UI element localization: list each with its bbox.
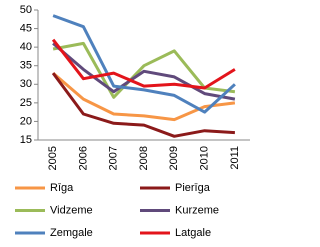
series-line — [52, 42, 236, 101]
legend-label: Pierīga — [175, 182, 211, 194]
legend-label: Rīga — [50, 182, 74, 194]
y-tick-label: 20 — [20, 115, 32, 127]
x-tick-label: 2009 — [168, 146, 180, 170]
y-tick-label: 50 — [20, 4, 32, 16]
x-tick-label: 2007 — [108, 146, 120, 170]
y-tick-label: 25 — [20, 97, 32, 109]
y-tick-label: 40 — [20, 41, 32, 53]
y-tick-label: 30 — [20, 78, 32, 90]
x-tick-label: 2010 — [198, 146, 210, 170]
legend-label: Kurzeme — [175, 204, 219, 216]
y-tick-label: 15 — [20, 134, 32, 146]
legend-label: Vidzeme — [50, 204, 93, 216]
series-line — [52, 14, 236, 114]
legend-label: Latgale — [175, 227, 211, 239]
y-tick-label: 35 — [20, 60, 32, 72]
chart: 15 20 25 30 35 40 45 50 2005 2006 2007 2008 2009 2010… — [15, 4, 250, 239]
series-line — [51, 38, 236, 90]
x-tick-label: 2006 — [77, 146, 89, 170]
series-line — [52, 71, 236, 122]
y-tick-label: 45 — [20, 22, 32, 34]
series-line — [51, 72, 235, 138]
legend-label: Zemgale — [50, 227, 93, 239]
x-tick-label: 2005 — [47, 146, 59, 170]
x-tick-label: 2008 — [138, 146, 150, 170]
x-tick-label: 2011 — [229, 146, 241, 170]
